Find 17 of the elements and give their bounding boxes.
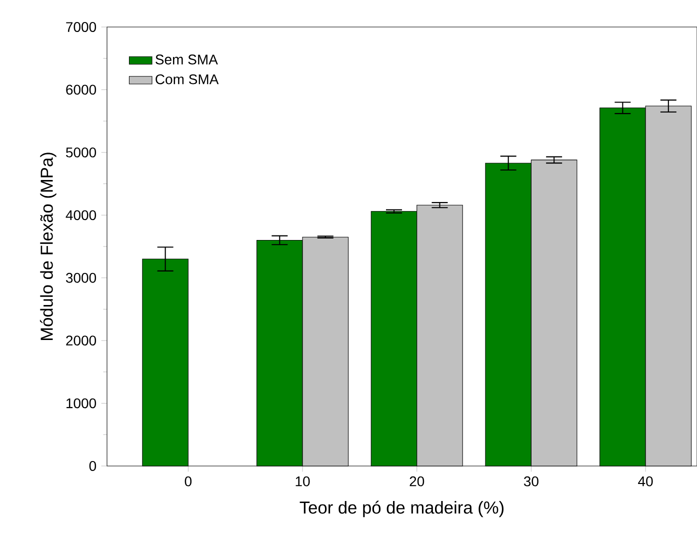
y-tick-label: 4000 bbox=[66, 210, 96, 220]
y-tick-label: 3000 bbox=[66, 272, 96, 283]
x-tick-label: 40 bbox=[638, 476, 653, 486]
y-tick-label: 1000 bbox=[66, 398, 96, 408]
legend-label: Com SMA bbox=[156, 74, 219, 84]
legend-label: Sem SMA bbox=[156, 54, 218, 64]
y-axis-title: Módulo de Flexão (MPa) bbox=[40, 152, 56, 340]
x-axis-title: Teor de pó de madeira (%) bbox=[300, 500, 504, 518]
x-tick-label: 20 bbox=[410, 476, 424, 486]
x-tick-label: 30 bbox=[524, 476, 538, 486]
x-tick-label: 10 bbox=[296, 476, 310, 486]
x-tick-label: 0 bbox=[184, 476, 192, 486]
y-tick-label: 2000 bbox=[66, 336, 96, 346]
y-tick-label: 6000 bbox=[66, 84, 96, 95]
y-tick-label: 5000 bbox=[66, 147, 96, 158]
y-tick-label: 7000 bbox=[66, 22, 96, 32]
y-tick-label: 0 bbox=[89, 461, 96, 471]
